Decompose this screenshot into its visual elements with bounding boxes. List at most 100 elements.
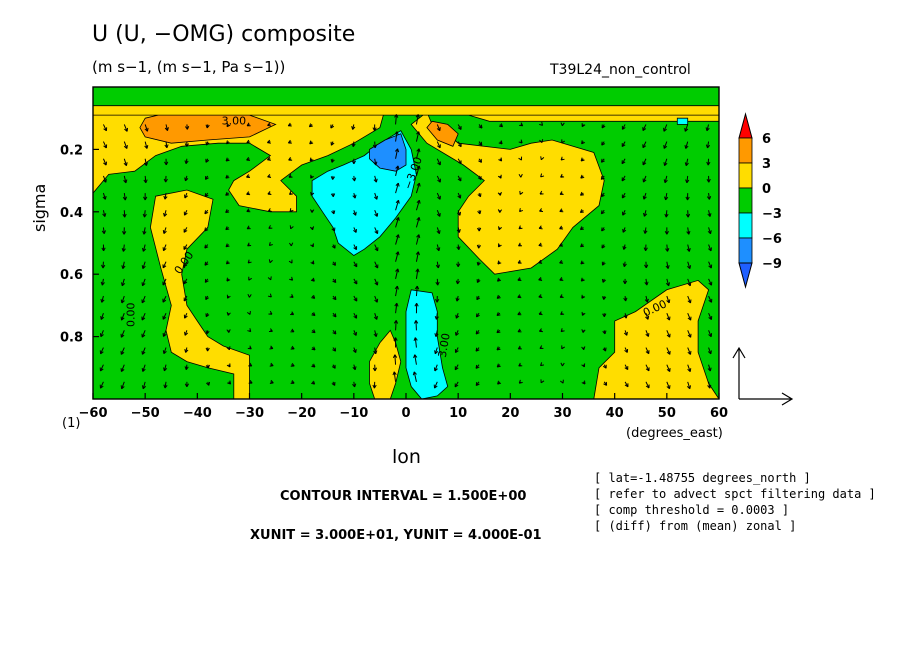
wind-vector <box>643 210 647 217</box>
wind-vector-head <box>268 259 273 264</box>
wind-vector-head <box>580 277 585 282</box>
wind-vector-head <box>457 211 462 216</box>
wind-vector-head <box>642 195 647 200</box>
wind-vector-head <box>518 225 523 230</box>
wind-vector-head <box>476 227 482 232</box>
wind-vector-head <box>602 330 607 335</box>
wind-vector-head <box>290 362 295 367</box>
wind-vector-head <box>624 383 629 388</box>
wind-vector-head <box>162 230 167 234</box>
wind-vector-head <box>290 345 295 350</box>
wind-vector <box>663 141 668 149</box>
wind-vector-head <box>205 158 210 163</box>
wind-vector <box>708 261 712 269</box>
wind-vector-head <box>330 176 335 180</box>
x-tick-label: 60 <box>710 406 728 421</box>
wind-vector-head <box>621 143 626 147</box>
wind-vector-head <box>496 363 501 368</box>
contour-label: 3.00 <box>436 332 453 358</box>
wind-vector-head <box>478 124 483 129</box>
wind-vector-head <box>622 228 627 233</box>
wind-vector <box>395 200 400 211</box>
wind-vector <box>687 244 690 252</box>
wind-vector-head <box>538 311 543 316</box>
x-tick-label: −60 <box>79 406 108 421</box>
wind-vector-head <box>288 156 293 161</box>
wind-vector-head <box>684 162 689 167</box>
wind-vector-head <box>267 139 271 144</box>
wind-vector-head <box>102 195 107 200</box>
wind-vector-head <box>163 367 168 372</box>
wind-vector <box>122 244 125 252</box>
wind-vector-head <box>204 227 209 232</box>
wind-vector-head <box>395 251 400 256</box>
wind-vector-head <box>707 230 712 235</box>
wind-vector-head <box>246 310 251 315</box>
y-tick-label: 0.4 <box>60 206 83 221</box>
wind-vector-head <box>666 316 671 321</box>
colorbar-label: −9 <box>762 257 782 272</box>
wind-vector-head <box>290 311 295 316</box>
wind-vector-head <box>205 141 210 146</box>
wind-vector-head <box>645 332 650 337</box>
wind-vector-head <box>120 316 125 321</box>
wind-vector-head <box>665 248 670 252</box>
wind-vector-head <box>497 174 502 179</box>
contour-region <box>676 117 689 125</box>
wind-vector-head <box>395 182 400 187</box>
colorbar-label: −6 <box>762 232 782 247</box>
wind-vector <box>121 295 125 304</box>
wind-vector-head <box>374 230 379 235</box>
wind-vector-head <box>457 126 462 130</box>
wind-vector-head <box>395 199 400 204</box>
wind-vector <box>374 295 378 303</box>
wind-vector-head <box>288 259 293 264</box>
wind-vector-head <box>184 383 190 388</box>
wind-vector-head <box>124 127 129 132</box>
wind-vector <box>643 192 647 200</box>
note-line: [ comp threshold = 0.0003 ] <box>594 503 790 517</box>
wind-vector-head <box>581 380 586 385</box>
wind-vector-head <box>163 212 168 217</box>
wind-vector <box>415 217 420 228</box>
wind-vector <box>142 364 146 372</box>
wind-vector-head <box>309 157 314 162</box>
wind-vector-head <box>580 157 585 162</box>
wind-vector-head <box>454 383 459 388</box>
wind-vector-head <box>538 225 543 230</box>
wind-vector-head <box>475 364 480 369</box>
wind-vector-head <box>457 194 462 199</box>
wind-vector-head <box>413 320 419 324</box>
wind-vector-head <box>623 314 628 319</box>
wind-vector-head <box>268 225 273 229</box>
wind-vector-head <box>103 127 108 132</box>
wind-vector <box>415 251 419 262</box>
contour-region <box>426 120 459 147</box>
wind-vector <box>374 227 379 234</box>
wind-vector-head <box>331 227 336 232</box>
wind-vector-head <box>353 331 357 336</box>
wind-vector-head <box>437 195 441 200</box>
wind-vector-head <box>436 127 441 132</box>
wind-vector-head <box>455 331 459 336</box>
wind-vector-head <box>705 127 710 132</box>
wind-vector-head <box>289 191 294 195</box>
wind-vector <box>687 295 692 304</box>
notes-block: [ lat=-1.48755 degrees_north ] [ refer t… <box>594 470 876 534</box>
wind-vector <box>162 278 167 286</box>
wind-vector-head <box>539 190 544 195</box>
wind-vector-head <box>497 260 502 265</box>
wind-vector-head <box>517 259 522 264</box>
wind-vector-head <box>289 208 294 213</box>
wind-vector-head <box>120 385 125 390</box>
wind-vector <box>708 347 712 355</box>
wind-vector <box>374 210 378 217</box>
wind-vector-head <box>518 156 523 161</box>
wind-vector <box>374 175 377 183</box>
wind-vector <box>415 131 420 142</box>
wind-vector <box>415 234 420 245</box>
wind-vector-head <box>204 244 209 249</box>
wind-vector-head <box>642 144 647 149</box>
y-tick-label: 0.8 <box>60 331 83 346</box>
wind-vector-head <box>455 314 460 319</box>
